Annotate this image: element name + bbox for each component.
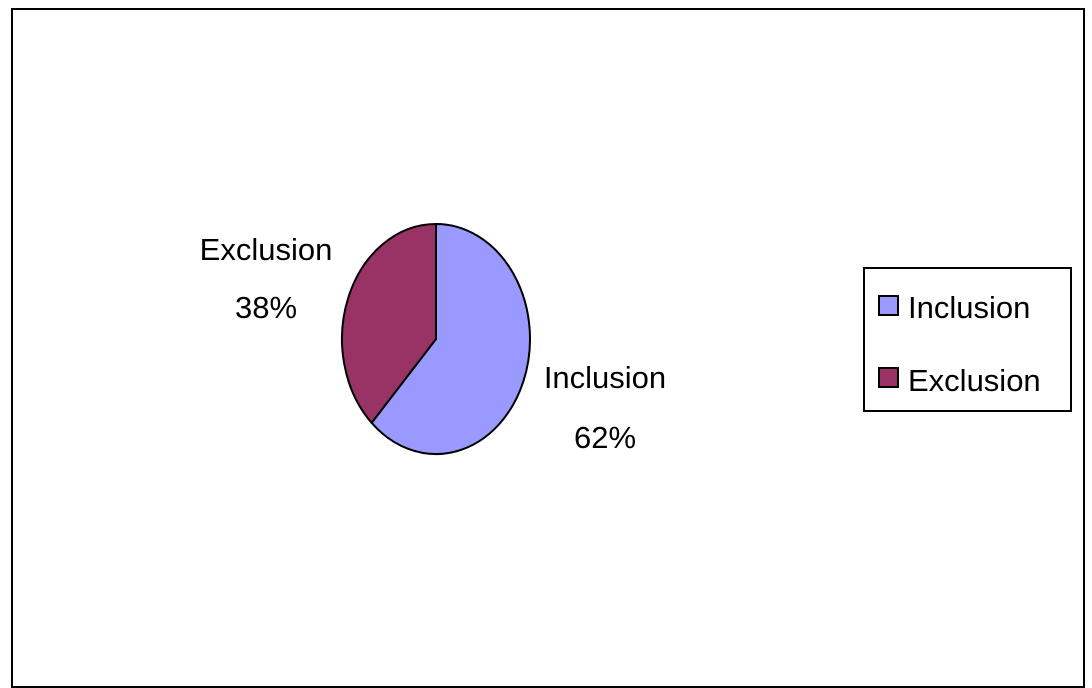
- legend-swatch-inclusion: [878, 295, 899, 316]
- slice-label-inclusion: Inclusion: [544, 360, 666, 395]
- legend-label-exclusion: Exclusion: [908, 363, 1041, 398]
- pie-slice-exclusion: [341, 222, 437, 425]
- pie-slice-inclusion: [370, 222, 531, 455]
- pie-slice-labels: Inclusion 62% Exclusion 38%: [200, 232, 667, 455]
- legend: Inclusion Exclusion: [863, 267, 1072, 412]
- slice-label-exclusion: Exclusion: [200, 232, 333, 267]
- slice-percent-inclusion: 62%: [574, 420, 636, 455]
- slice-percent-exclusion: 38%: [235, 290, 297, 325]
- legend-label-inclusion: Inclusion: [908, 290, 1030, 325]
- pie-slices: [341, 222, 531, 455]
- pie-chart: Inclusion 62% Exclusion 38% Inclusion Exclu…: [200, 222, 1072, 455]
- legend-swatch-exclusion: [878, 367, 899, 388]
